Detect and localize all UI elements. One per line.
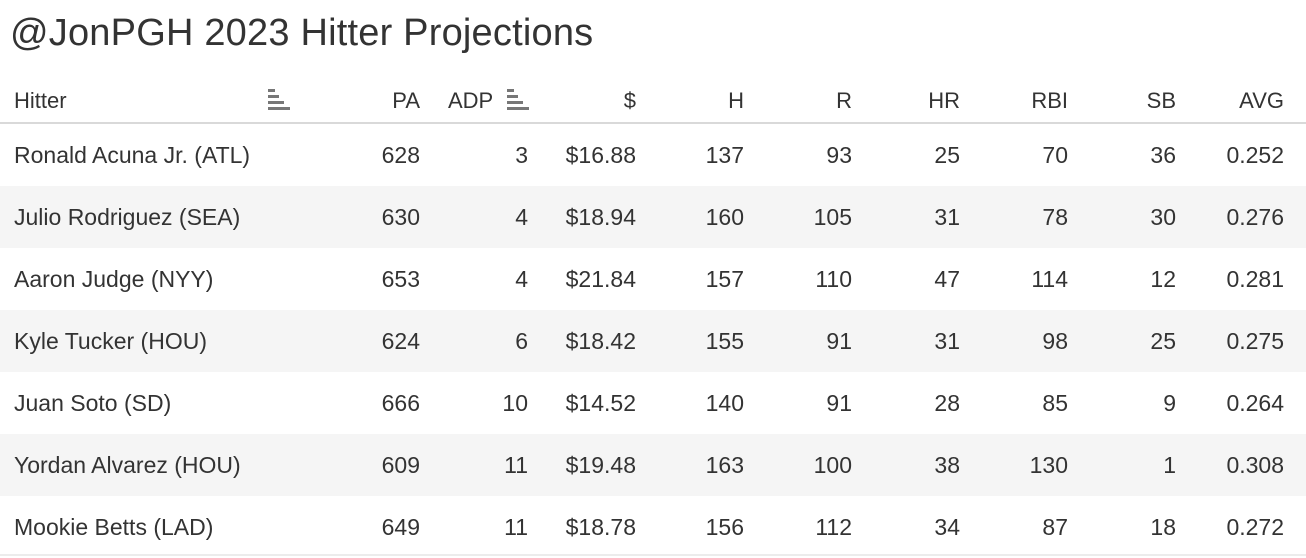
pa-value: 628: [381, 141, 420, 168]
sb-value: 30: [1150, 203, 1176, 230]
rbi-value: 70: [1042, 141, 1068, 168]
adp-value: 10: [502, 389, 528, 416]
r-value: 91: [826, 389, 852, 416]
sb-value: 9: [1163, 389, 1176, 416]
table-row[interactable]: Aaron Judge (NYY) 653 4 $21.84 157 110 4…: [0, 248, 1306, 310]
r-value: 110: [815, 265, 852, 292]
sb-value: 25: [1150, 327, 1176, 354]
avg-value: 0.275: [1226, 327, 1284, 354]
rbi-value: 85: [1042, 389, 1068, 416]
hr-value: 31: [934, 203, 960, 230]
adp-value: 11: [504, 451, 528, 478]
column-header-hitter[interactable]: Hitter: [14, 88, 67, 113]
sb-value: 12: [1150, 265, 1176, 292]
rbi-value: 87: [1042, 513, 1068, 540]
table-row[interactable]: Yordan Alvarez (HOU) 609 11 $19.48 163 1…: [0, 434, 1306, 496]
adp-value: 6: [515, 327, 528, 354]
hitter-name: Kyle Tucker (HOU): [14, 327, 207, 354]
h-value: 140: [705, 389, 744, 416]
avg-value: 0.276: [1226, 203, 1284, 230]
table-row[interactable]: Kyle Tucker (HOU) 624 6 $18.42 155 91 31…: [0, 310, 1306, 372]
r-value: 105: [813, 203, 852, 230]
dollar-value: $14.52: [565, 389, 636, 416]
dollar-value: $18.78: [565, 513, 636, 540]
h-value: 156: [705, 513, 744, 540]
h-value: 157: [705, 265, 744, 292]
avg-value: 0.264: [1226, 389, 1284, 416]
sort-ascending-icon[interactable]: [507, 89, 529, 111]
hr-value: 28: [934, 389, 960, 416]
dollar-value: $18.42: [565, 327, 636, 354]
sort-descending-icon[interactable]: [268, 89, 290, 111]
dollar-value: $19.48: [565, 451, 636, 478]
hitter-name: Julio Rodriguez (SEA): [14, 203, 241, 230]
rbi-value: 98: [1042, 327, 1068, 354]
dollar-value: $18.94: [565, 203, 636, 230]
hitter-name: Mookie Betts (LAD): [14, 513, 214, 540]
r-value: 112: [815, 513, 852, 540]
dollar-value: $16.88: [565, 141, 636, 168]
r-value: 91: [826, 327, 852, 354]
h-value: 137: [705, 141, 744, 168]
column-header-sb[interactable]: SB: [1146, 88, 1176, 113]
hr-value: 25: [934, 141, 960, 168]
pa-value: 624: [381, 327, 420, 354]
r-value: 100: [813, 451, 852, 478]
r-value: 93: [826, 141, 852, 168]
hr-value: 47: [934, 265, 960, 292]
dollar-value: $21.84: [565, 265, 636, 292]
adp-value: 3: [515, 141, 528, 168]
column-header-avg[interactable]: AVG: [1239, 88, 1284, 113]
h-value: 160: [705, 203, 744, 230]
pa-value: 653: [381, 265, 420, 292]
column-header-pa[interactable]: PA: [392, 88, 420, 113]
column-header-dollar[interactable]: $: [623, 88, 636, 113]
pa-value: 649: [381, 513, 420, 540]
table-bottom-rule: [0, 554, 1306, 556]
column-header-rbi[interactable]: RBI: [1031, 88, 1068, 113]
adp-value: 11: [504, 513, 528, 540]
hr-value: 38: [934, 451, 960, 478]
avg-value: 0.281: [1226, 265, 1284, 292]
avg-value: 0.252: [1226, 141, 1284, 168]
h-value: 155: [705, 327, 744, 354]
pa-value: 666: [381, 389, 420, 416]
hitter-name: Juan Soto (SD): [14, 389, 172, 416]
table-row[interactable]: Ronald Acuna Jr. (ATL) 628 3 $16.88 137 …: [0, 124, 1306, 186]
column-header-hr[interactable]: HR: [928, 88, 960, 113]
column-header-r[interactable]: R: [836, 88, 852, 113]
page-title: @JonPGH 2023 Hitter Projections: [10, 12, 594, 54]
table-row[interactable]: Juan Soto (SD) 666 10 $14.52 140 91 28 8…: [0, 372, 1306, 434]
h-value: 163: [705, 451, 744, 478]
adp-value: 4: [515, 203, 528, 230]
table-header: Hitter PA ADP $ H R HR RBI SB AVG: [0, 80, 1306, 124]
rbi-value: 130: [1029, 451, 1068, 478]
avg-value: 0.308: [1226, 451, 1284, 478]
table-row[interactable]: Julio Rodriguez (SEA) 630 4 $18.94 160 1…: [0, 186, 1306, 248]
rbi-value: 78: [1042, 203, 1068, 230]
column-header-adp[interactable]: ADP: [448, 88, 494, 113]
pa-value: 630: [381, 203, 420, 230]
sb-value: 1: [1163, 451, 1176, 478]
projections-table: Hitter PA ADP $ H R HR RBI SB AVG Ronald…: [0, 80, 1306, 558]
hitter-name: Ronald Acuna Jr. (ATL): [14, 141, 251, 168]
sb-value: 36: [1150, 141, 1176, 168]
hitter-name: Aaron Judge (NYY): [14, 265, 214, 292]
pa-value: 609: [381, 451, 420, 478]
column-header-h[interactable]: H: [728, 88, 744, 113]
adp-value: 4: [515, 265, 528, 292]
hitter-name: Yordan Alvarez (HOU): [14, 451, 241, 478]
hr-value: 34: [934, 513, 960, 540]
rbi-value: 114: [1031, 265, 1068, 292]
hr-value: 31: [934, 327, 960, 354]
avg-value: 0.272: [1226, 513, 1284, 540]
table-row[interactable]: Mookie Betts (LAD) 649 11 $18.78 156 112…: [0, 496, 1306, 558]
sb-value: 18: [1150, 513, 1176, 540]
